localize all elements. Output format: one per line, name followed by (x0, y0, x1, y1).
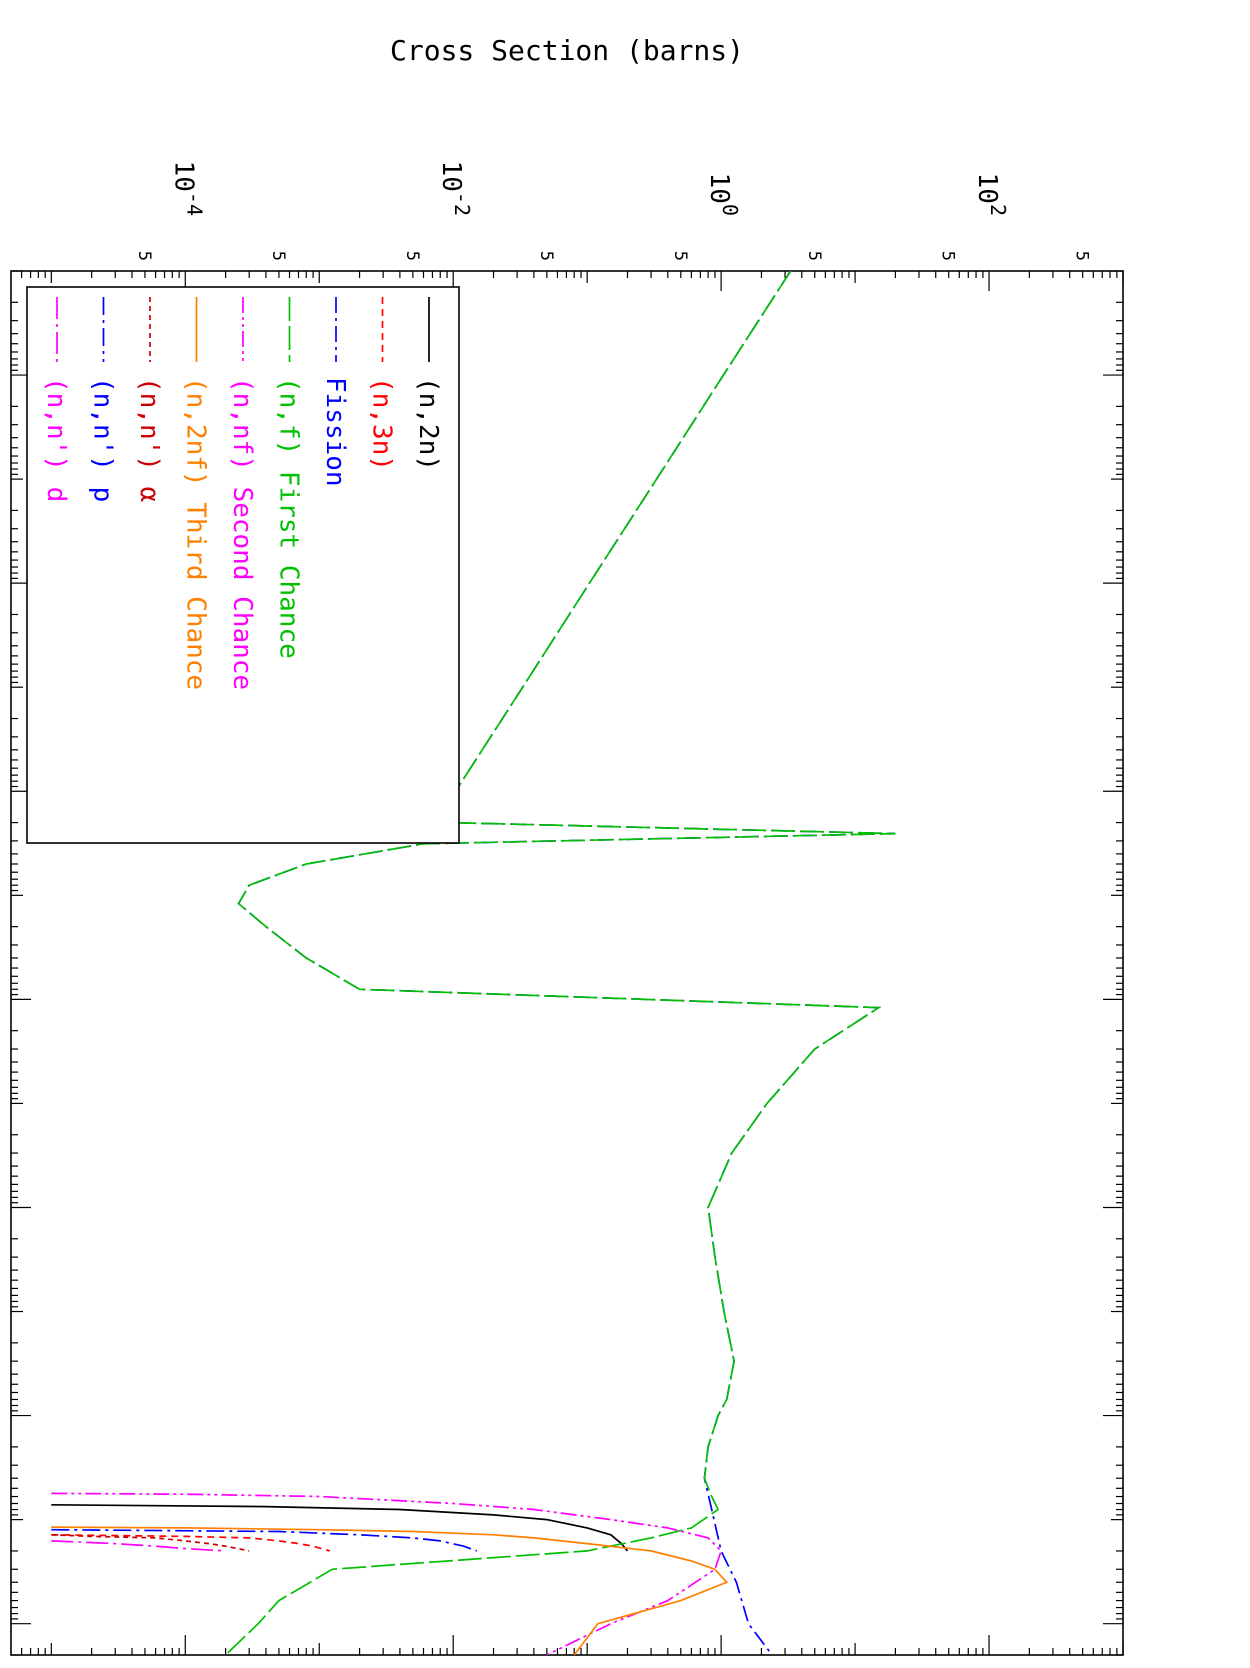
legend-label-1: (n,3n) (367, 377, 397, 471)
y-axis-title: Cross Section (barns) (390, 34, 744, 67)
y-minor-label: 5 (134, 251, 154, 261)
legend-box (26, 286, 460, 844)
legend-label-2: Fission (320, 377, 350, 487)
series-line-7 (51, 1528, 478, 1552)
series-line-5 (51, 1526, 729, 1655)
y-minor-label: 5 (268, 251, 288, 261)
y-minor-label: 5 (1072, 251, 1092, 261)
series-line-8 (51, 1540, 226, 1552)
y-tick-label: 10-4 (168, 161, 206, 216)
series-line-6 (51, 1533, 250, 1552)
legend-label-4: (n,nf) Second Chance (227, 377, 257, 690)
series-line-1 (51, 1533, 331, 1552)
series-line-0 (51, 1503, 629, 1552)
y-minor-label: 5 (804, 251, 824, 261)
legend-label-6: (n,n') α (134, 377, 164, 502)
series-line-4 (51, 1492, 723, 1655)
legend-label-8: (n,n') d (41, 377, 71, 502)
legend-label-5: (n,2nf) Third Chance (181, 377, 211, 690)
y-minor-label: 5 (402, 251, 422, 261)
y-minor-label: 5 (938, 251, 958, 261)
y-tick-label: 10-2 (436, 161, 474, 216)
legend-label-7: (n,n') p (88, 377, 118, 502)
legend-label-0: (n,2n) (413, 377, 443, 471)
y-tick-label: 100 (704, 173, 742, 216)
y-tick-label: 102 (972, 173, 1010, 216)
rotated-plot-group: 5555555510-1010-810-610-410-210010221021… (10, 34, 1124, 1656)
y-minor-label: 5 (536, 251, 556, 261)
y-minor-label: 5 (670, 251, 690, 261)
legend-label-3: (n,f) First Chance (274, 377, 304, 659)
